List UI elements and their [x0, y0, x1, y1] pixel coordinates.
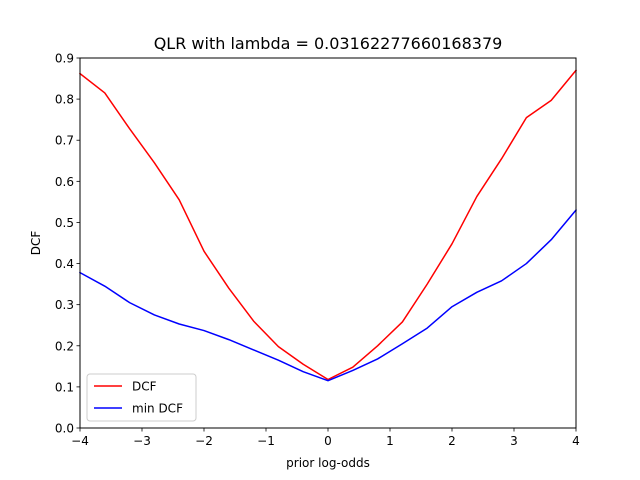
x-axis: −4 −3 −2 −1 0 1 2 3 4 — [71, 428, 580, 448]
y-axis: 0.0 0.1 0.2 0.3 0.4 0.5 0.6 0.7 0.8 0.9 — [55, 52, 80, 436]
x-axis-label: prior log-odds — [286, 456, 370, 470]
y-tick-label: 0.3 — [55, 298, 74, 312]
x-tick-label: −4 — [71, 434, 89, 448]
x-tick-label: −1 — [257, 434, 275, 448]
y-tick-label: 0.7 — [55, 134, 74, 148]
plot-area — [80, 58, 576, 428]
y-tick-label: 0.0 — [55, 422, 74, 436]
x-tick-label: 1 — [386, 434, 394, 448]
x-tick-label: 0 — [324, 434, 332, 448]
legend: DCF min DCF — [86, 373, 197, 422]
y-tick-label: 0.6 — [55, 175, 74, 189]
x-tick-label: 4 — [572, 434, 580, 448]
y-tick-label: 0.4 — [55, 257, 74, 271]
plot-frame — [79, 57, 577, 429]
series-layer — [78, 69, 578, 382]
y-tick-label: 0.9 — [55, 52, 74, 66]
y-tick-label: 0.1 — [55, 380, 74, 394]
legend-label: min DCF — [132, 402, 183, 416]
series-line-min-dcf — [78, 209, 578, 382]
x-tick-label: 2 — [448, 434, 456, 448]
x-tick-label: −3 — [133, 434, 151, 448]
y-tick-label: 0.5 — [55, 216, 74, 230]
chart-title: QLR with lambda = 0.03162277660168379 — [154, 34, 503, 53]
series-line-dcf — [78, 69, 578, 381]
y-tick-label: 0.8 — [55, 93, 74, 107]
y-tick-label: 0.2 — [55, 339, 74, 353]
x-tick-label: −2 — [195, 434, 213, 448]
y-axis-label: DCF — [29, 231, 43, 256]
legend-label: DCF — [132, 380, 157, 394]
x-tick-label: 3 — [510, 434, 518, 448]
